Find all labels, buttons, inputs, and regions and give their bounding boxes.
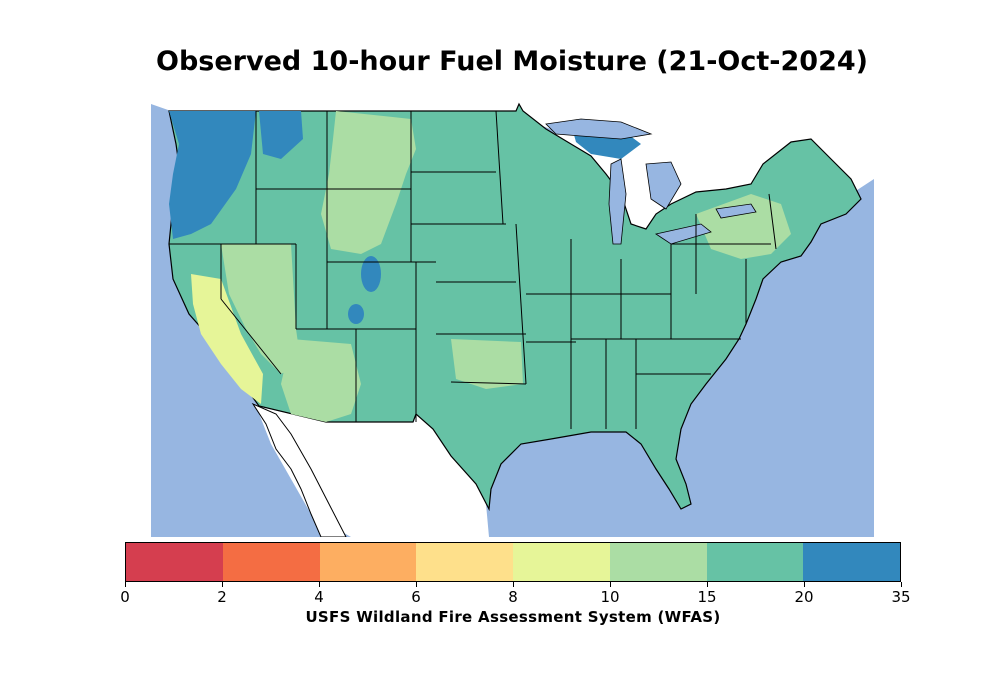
- colorbar-bin: 6-8: [416, 543, 513, 581]
- northern-plains-zone: [321, 111, 416, 254]
- colorbar-bin: 8-10: [513, 543, 610, 581]
- colorbar-tick-mark: [318, 582, 320, 587]
- southwest-zone: [281, 339, 361, 422]
- colorbar-tick-mark: [706, 582, 708, 587]
- colorbar: 0-22-44-66-88-1010-1515-2020-35: [125, 542, 901, 582]
- colorbar-tick-mark: [415, 582, 417, 587]
- colorbar-tick-label: 15: [697, 588, 717, 606]
- colorbar-tick-label: 10: [600, 588, 620, 606]
- colorbar-tick-label: 6: [411, 588, 421, 606]
- colorbar-bin: 0-2: [126, 543, 223, 581]
- lake-superior: [545, 118, 653, 140]
- baja-peninsula: [251, 402, 347, 537]
- colorbar-ticks: 0 2 4 6 8 10 15 20 35: [120, 582, 911, 608]
- colorbar-tick-mark: [900, 582, 902, 587]
- pnw-wet-zone: [169, 111, 256, 239]
- lake-ontario: [715, 203, 757, 219]
- colorbar-tick-label: 0: [120, 588, 130, 606]
- map-svg: [151, 84, 874, 537]
- colorbar-tick-label: 35: [891, 588, 911, 606]
- map-title: Observed 10-hour Fuel Moisture (21-Oct-2…: [156, 46, 868, 77]
- colorbar-bin: 20-35: [803, 543, 900, 581]
- colorbar-bin: 15-20: [706, 543, 804, 581]
- colorbar-label: USFS Wildland Fire Assessment System (WF…: [305, 608, 721, 626]
- colorbar-tick-label: 8: [508, 588, 518, 606]
- colorbar-bin: 2-4: [222, 543, 320, 581]
- colorbar-tick-mark: [609, 582, 611, 587]
- rockies-wet-patch: [361, 256, 381, 292]
- colorbar-tick-mark: [221, 582, 223, 587]
- socal-dry-zone: [191, 274, 263, 404]
- lake-erie: [654, 223, 712, 245]
- colorbar-bin: 10-15: [609, 543, 707, 581]
- colorbar-tick-label: 20: [794, 588, 814, 606]
- colorbar-tick-mark: [124, 582, 126, 587]
- colorbar-bin: 4-6: [319, 543, 417, 581]
- lake-michigan: [608, 158, 627, 245]
- oklahoma-zone: [451, 339, 523, 389]
- lake-huron: [645, 161, 682, 210]
- rockies-wet-patch: [348, 304, 364, 324]
- colorbar-tick-label: 2: [217, 588, 227, 606]
- idaho-wet-zone: [259, 111, 303, 159]
- colorbar-tick-mark: [512, 582, 514, 587]
- fuel-moisture-map: [151, 84, 874, 537]
- state-borders: [169, 110, 777, 429]
- colorbar-tick-mark: [803, 582, 805, 587]
- great-basin-zone: [221, 244, 301, 374]
- colorbar-tick-label: 4: [314, 588, 324, 606]
